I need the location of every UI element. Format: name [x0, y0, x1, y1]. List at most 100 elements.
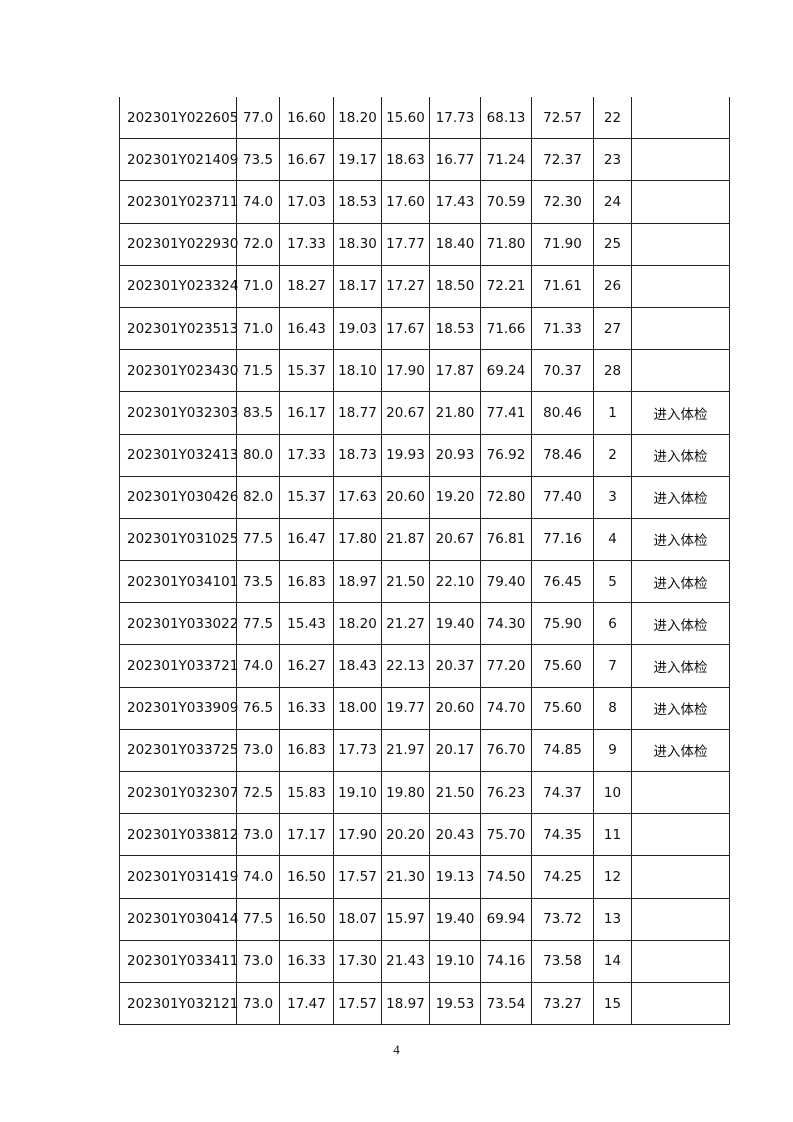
total-score-cell: 74.37: [531, 770, 594, 815]
score-1-cell: 72.5: [236, 770, 280, 815]
table-row: 202301Y022605 77.0 16.60 18.20 15.60 17.73 68.…: [119, 97, 730, 140]
score-3-cell: 18.73: [333, 433, 382, 477]
score-1-cell: 80.0: [236, 433, 280, 477]
subtotal-cell: 68.13: [480, 97, 532, 140]
score-2-cell: 17.17: [279, 813, 334, 857]
candidate-id-cell: 202301Y033725: [119, 728, 238, 773]
score-4-cell: 21.87: [381, 517, 430, 562]
table-row: 202301Y033721 74.0 16.27 18.43 22.13 20.37 77.…: [119, 644, 730, 688]
subtotal-cell: 76.23: [480, 770, 532, 815]
score-1-cell: 82.0: [236, 475, 280, 519]
candidate-id-cell: 202301Y033909: [119, 686, 238, 730]
score-1-cell: 77.5: [236, 602, 280, 646]
remark-cell: [631, 897, 730, 941]
score-2-cell: 17.33: [279, 433, 334, 477]
subtotal-cell: 77.41: [480, 391, 532, 435]
score-2-cell: 16.50: [279, 897, 334, 941]
candidate-id-cell: 202301Y033022: [119, 602, 238, 646]
rank-cell: 28: [593, 349, 632, 393]
score-3-cell: 17.90: [333, 813, 382, 857]
subtotal-cell: 77.20: [480, 644, 532, 688]
rank-cell: 11: [593, 813, 632, 857]
rank-cell: 13: [593, 897, 632, 941]
subtotal-cell: 74.70: [480, 686, 532, 730]
score-3-cell: 18.43: [333, 644, 382, 688]
score-1-cell: 73.0: [236, 728, 280, 773]
score-5-cell: 20.67: [429, 517, 481, 562]
score-3-cell: 18.77: [333, 391, 382, 435]
rank-cell: 25: [593, 222, 632, 266]
remark-cell: [631, 770, 730, 815]
score-2-cell: 16.83: [279, 560, 334, 604]
score-2-cell: 18.27: [279, 264, 334, 308]
score-5-cell: 18.50: [429, 264, 481, 308]
table-row: 202301Y030414 77.5 16.50 18.07 15.97 19.40 69.…: [119, 897, 730, 941]
score-3-cell: 17.80: [333, 517, 382, 562]
rank-cell: 24: [593, 180, 632, 224]
rank-cell: 14: [593, 939, 632, 983]
table-row: 202301Y033022 77.5 15.43 18.20 21.27 19.40 74.…: [119, 602, 730, 646]
score-3-cell: 18.17: [333, 264, 382, 308]
score-2-cell: 15.43: [279, 602, 334, 646]
score-5-cell: 22.10: [429, 560, 481, 604]
score-3-cell: 17.63: [333, 475, 382, 519]
remark-cell: [631, 97, 730, 140]
rank-cell: 8: [593, 686, 632, 730]
rank-cell: 1: [593, 391, 632, 435]
table-row: 202301Y021409 73.5 16.67 19.17 18.63 16.77 71.…: [119, 138, 730, 182]
score-2-cell: 17.47: [279, 981, 334, 1026]
table-row: 202301Y032303 83.5 16.17 18.77 20.67 21.80 77.…: [119, 391, 730, 435]
rank-cell: 3: [593, 475, 632, 519]
score-3-cell: 18.20: [333, 97, 382, 140]
score-2-cell: 16.47: [279, 517, 334, 562]
page-number: 4: [393, 1042, 400, 1057]
table-row: 202301Y032121 73.0 17.47 17.57 18.97 19.53 73.…: [119, 981, 730, 1026]
table-row: 202301Y023513 71.0 16.43 19.03 17.67 18.53 71.…: [119, 306, 730, 351]
total-score-cell: 72.30: [531, 180, 594, 224]
score-1-cell: 77.0: [236, 97, 280, 140]
score-2-cell: 17.33: [279, 222, 334, 266]
rank-cell: 26: [593, 264, 632, 308]
score-3-cell: 18.10: [333, 349, 382, 393]
score-4-cell: 19.93: [381, 433, 430, 477]
score-3-cell: 19.10: [333, 770, 382, 815]
rank-cell: 2: [593, 433, 632, 477]
subtotal-cell: 76.92: [480, 433, 532, 477]
score-4-cell: 20.67: [381, 391, 430, 435]
score-4-cell: 21.50: [381, 560, 430, 604]
total-score-cell: 78.46: [531, 433, 594, 477]
subtotal-cell: 72.21: [480, 264, 532, 308]
subtotal-cell: 74.50: [480, 855, 532, 899]
subtotal-cell: 70.59: [480, 180, 532, 224]
total-score-cell: 77.16: [531, 517, 594, 562]
total-score-cell: 73.72: [531, 897, 594, 941]
table-row: 202301Y023324 71.0 18.27 18.17 17.27 18.50 72.…: [119, 264, 730, 308]
score-3-cell: 17.30: [333, 939, 382, 983]
score-2-cell: 15.37: [279, 349, 334, 393]
subtotal-cell: 73.54: [480, 981, 532, 1026]
candidate-id-cell: 202301Y031025: [119, 517, 238, 562]
score-5-cell: 17.87: [429, 349, 481, 393]
remark-cell: [631, 855, 730, 899]
table-row: 202301Y033725 73.0 16.83 17.73 21.97 20.17 76.…: [119, 728, 730, 773]
candidate-id-cell: 202301Y030426: [119, 475, 238, 519]
subtotal-cell: 71.80: [480, 222, 532, 266]
score-4-cell: 19.80: [381, 770, 430, 815]
subtotal-cell: 75.70: [480, 813, 532, 857]
candidate-id-cell: 202301Y030414: [119, 897, 238, 941]
score-2-cell: 16.67: [279, 138, 334, 182]
candidate-id-cell: 202301Y021409: [119, 138, 238, 182]
rank-cell: 12: [593, 855, 632, 899]
table-row: 202301Y031025 77.5 16.47 17.80 21.87 20.67 76.…: [119, 517, 730, 562]
score-4-cell: 17.27: [381, 264, 430, 308]
remark-cell: [631, 349, 730, 393]
total-score-cell: 72.37: [531, 138, 594, 182]
score-1-cell: 72.0: [236, 222, 280, 266]
score-5-cell: 21.80: [429, 391, 481, 435]
remark-cell: 进入体检: [631, 602, 730, 646]
total-score-cell: 73.27: [531, 981, 594, 1026]
total-score-cell: 71.90: [531, 222, 594, 266]
score-4-cell: 17.90: [381, 349, 430, 393]
table-row: 202301Y032413 80.0 17.33 18.73 19.93 20.93 76.…: [119, 433, 730, 477]
remark-cell: [631, 222, 730, 266]
